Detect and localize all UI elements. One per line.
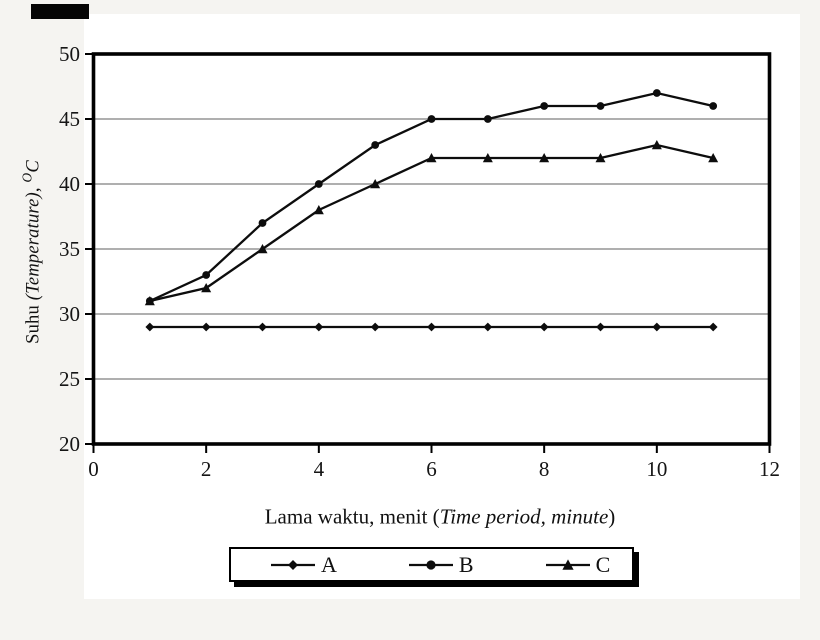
marker-C-x7 [482, 153, 493, 163]
y-tick-label-30: 30 [59, 302, 80, 326]
marker-A-x11 [708, 322, 718, 332]
x-axis-title-close: ) [608, 504, 616, 529]
triangle-marker-icon [545, 558, 590, 570]
marker-C-x2 [201, 283, 212, 293]
marker-C-x4 [313, 205, 324, 215]
marker-A-x1 [145, 322, 155, 332]
y-tick-label-45: 45 [59, 107, 80, 131]
legend-item-A: A [271, 552, 337, 578]
y-axis-title-italic: (Temperature) [23, 192, 44, 301]
circle-marker-icon [408, 559, 453, 570]
marker-B-x7 [483, 115, 492, 123]
y-tick-label-35: 35 [59, 237, 80, 261]
marker-B-x2 [202, 271, 211, 279]
x-tick-label-4: 4 [314, 457, 325, 481]
marker-B-x4 [314, 180, 323, 188]
marker-A-x7 [483, 322, 493, 332]
diamond-marker-icon [271, 559, 315, 570]
y-tick-label-25: 25 [59, 367, 80, 391]
y-axis-title-separator: , [23, 182, 44, 193]
marker-A-x9 [596, 322, 605, 332]
y-tick-label-50: 50 [59, 42, 80, 66]
marker-C-x5 [370, 179, 381, 189]
y-axis-title-degree: O [19, 172, 35, 183]
x-axis-title: Lama waktu, menit (Time period, minute) [265, 505, 616, 530]
x-tick-label-2: 2 [201, 457, 212, 481]
x-tick-label-10: 10 [646, 457, 667, 481]
marker-A-x10 [652, 322, 662, 332]
x-tick-label-12: 12 [759, 457, 780, 481]
scan-artifact-mark [31, 4, 89, 19]
y-axis-title-main: Suhu [23, 300, 44, 344]
legend-label-C: C [595, 551, 611, 577]
y-tick-label-40: 40 [59, 172, 80, 196]
marker-B-x8 [540, 102, 549, 110]
marker-C-x11 [708, 153, 719, 163]
marker-C-x3 [257, 244, 268, 254]
marker-B-x10 [652, 89, 661, 97]
marker-C-x10 [651, 140, 662, 150]
x-tick-label-6: 6 [426, 457, 437, 481]
marker-B-x9 [596, 102, 605, 110]
marker-A-x2 [201, 322, 211, 332]
legend-label-A: A [321, 551, 337, 577]
marker-B-x3 [258, 219, 267, 227]
y-tick-label-20: 20 [59, 432, 80, 456]
legend-label-B: B [458, 551, 474, 577]
x-axis-title-italic: Time period, minute [439, 504, 609, 529]
marker-A-x6 [427, 322, 436, 332]
marker-B-x5 [371, 141, 380, 149]
x-tick-label-8: 8 [539, 457, 550, 481]
marker-C-x1 [144, 296, 155, 306]
marker-C-x8 [539, 153, 550, 163]
legend-item-B: B [408, 551, 474, 578]
x-axis-title-main: Lama waktu, menit ( [264, 504, 440, 529]
marker-A-x4 [314, 322, 324, 332]
marker-A-x3 [258, 322, 267, 332]
marker-C-x6 [426, 153, 437, 163]
marker-B-x11 [709, 102, 718, 110]
marker-A-x5 [370, 322, 380, 332]
y-axis-title: Suhu (Temperature), OC [19, 160, 45, 344]
chart-legend: A B C [229, 547, 634, 582]
x-tick-label-0: 0 [88, 457, 99, 481]
marker-C-x9 [595, 153, 606, 163]
marker-A-x8 [539, 322, 549, 332]
legend-item-C: C [545, 551, 611, 578]
y-axis-title-unit: C [23, 160, 44, 173]
marker-B-x6 [427, 115, 436, 123]
